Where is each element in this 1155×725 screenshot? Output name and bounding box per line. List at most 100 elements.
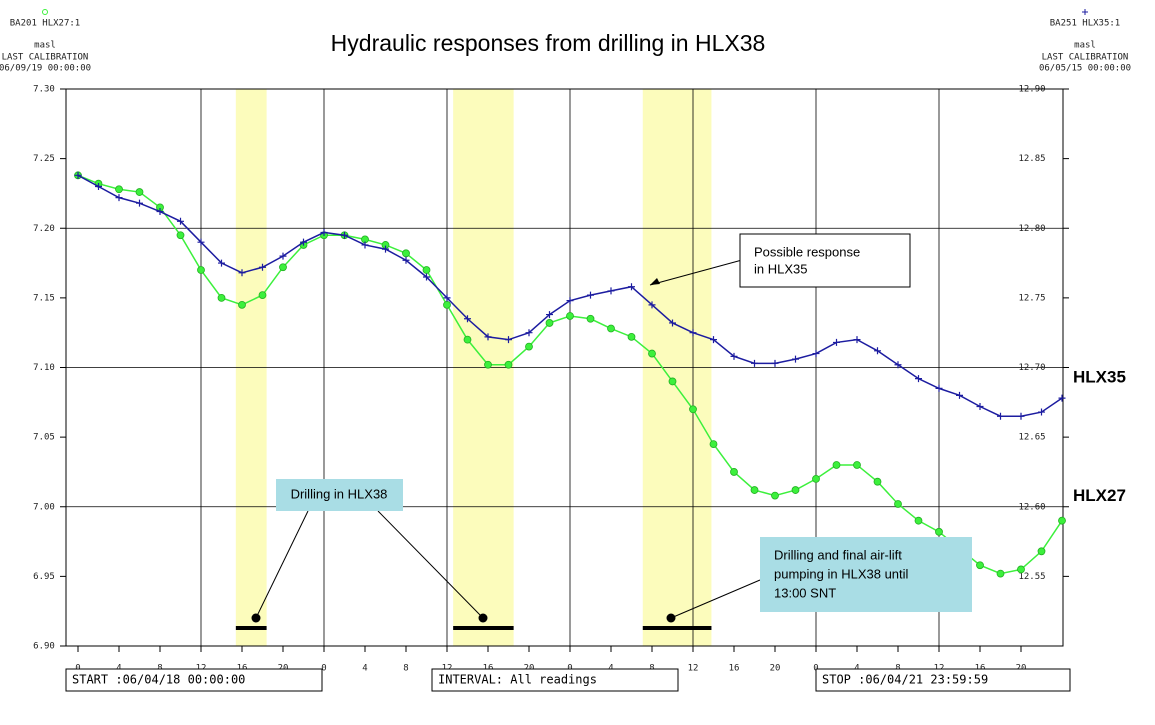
x-tick-label: 4	[362, 664, 367, 674]
data-point	[217, 293, 226, 302]
data-point	[1017, 412, 1025, 420]
data-point	[484, 333, 492, 341]
data-point	[587, 291, 594, 299]
annotation-text: Drilling and final air-lift	[774, 547, 902, 562]
left-header: masl	[34, 41, 56, 51]
legend-symbol	[1082, 9, 1088, 15]
data-point	[709, 440, 718, 448]
data-point	[443, 294, 451, 302]
data-point	[300, 238, 307, 246]
data-point	[382, 245, 389, 253]
leader-line	[255, 510, 309, 619]
data-point	[197, 238, 205, 246]
annotation-text: in HLX35	[754, 261, 807, 276]
data-point	[177, 217, 184, 225]
x-tick-label: 12	[688, 664, 699, 674]
data-point	[1037, 547, 1046, 556]
annotation-box	[760, 537, 972, 612]
data-point	[135, 188, 144, 196]
data-point	[1058, 394, 1066, 402]
data-point	[915, 375, 922, 383]
data-point	[546, 311, 553, 319]
data-point	[914, 516, 923, 525]
plot-area: 7.307.257.207.157.107.057.006.956.9012.9…	[33, 85, 1126, 689]
data-point	[791, 486, 800, 494]
data-point	[136, 199, 143, 207]
annotation-dot	[251, 613, 261, 623]
data-point	[771, 491, 779, 500]
data-point	[218, 259, 225, 267]
data-point	[750, 486, 759, 494]
data-point	[689, 405, 697, 414]
series-label: HLX27	[1073, 486, 1126, 505]
data-point	[792, 355, 799, 363]
data-point	[976, 402, 984, 410]
data-point	[238, 269, 246, 277]
data-point	[566, 312, 574, 320]
y-tick-label: 7.30	[33, 85, 55, 95]
x-tick-label: 8	[403, 664, 408, 674]
data-point	[607, 324, 615, 333]
data-point	[402, 256, 410, 264]
data-point	[320, 228, 328, 236]
y2-tick-label: 12.85	[1018, 154, 1045, 164]
x-tick-label: 20	[770, 664, 781, 674]
data-point	[627, 332, 636, 341]
plot-frame	[65, 88, 1064, 647]
right-header: BA251 HLX35:1	[1050, 19, 1120, 29]
series-label: HLX35	[1073, 368, 1126, 387]
footer-box	[431, 668, 679, 692]
y-tick-label: 7.20	[33, 224, 55, 234]
y-tick-label: 7.15	[33, 293, 55, 303]
footer-text: STOP :06/04/21 23:59:59	[822, 673, 988, 687]
left-header: LAST CALIBRATION	[2, 53, 89, 63]
data-point	[935, 527, 943, 536]
arrow-head	[650, 278, 660, 285]
left-header: BA201 HLX27:1	[10, 19, 80, 29]
data-point	[812, 350, 820, 358]
data-point	[1017, 565, 1025, 574]
data-point	[341, 231, 348, 239]
footer-box	[815, 668, 1071, 692]
data-point	[484, 360, 492, 369]
data-point	[874, 347, 881, 355]
data-point	[935, 384, 943, 392]
data-point	[238, 300, 246, 309]
y-tick-label: 7.25	[33, 154, 55, 164]
data-point	[279, 252, 287, 260]
right-header: 06/05/15 00:00:00	[1039, 64, 1131, 74]
data-point	[586, 314, 595, 323]
data-point	[833, 338, 840, 346]
annotation-box	[739, 233, 911, 288]
data-point	[525, 329, 533, 337]
footer-box	[65, 668, 323, 692]
data-point	[894, 361, 902, 369]
leader-line	[670, 579, 761, 619]
x-tick-label: 16	[729, 664, 740, 674]
footer-text: INTERVAL: All readings	[438, 673, 597, 687]
data-point	[258, 291, 267, 299]
annotation-dot	[478, 613, 488, 623]
y2-tick-label: 12.55	[1018, 572, 1045, 582]
right-header: masl	[1074, 41, 1096, 51]
data-point	[1038, 408, 1045, 416]
y-tick-label: 7.05	[33, 433, 55, 443]
y-tick-label: 6.95	[33, 572, 55, 582]
data-point	[832, 461, 841, 469]
data-point	[730, 352, 738, 360]
y-tick-label: 7.10	[33, 363, 55, 373]
data-point	[156, 208, 164, 216]
data-point	[505, 336, 512, 344]
data-point	[197, 266, 205, 274]
annotation-box	[276, 479, 403, 511]
annotation-text: Drilling in HLX38	[291, 486, 388, 501]
annotations: Possible response in HLX35 Drilling in H…	[65, 233, 1071, 692]
drilling-bar	[235, 626, 267, 630]
data-point	[422, 266, 431, 274]
footer-text: START :06/04/18 00:00:00	[72, 673, 245, 687]
data-point	[279, 263, 287, 272]
data-point	[956, 391, 963, 399]
data-point	[525, 342, 533, 351]
